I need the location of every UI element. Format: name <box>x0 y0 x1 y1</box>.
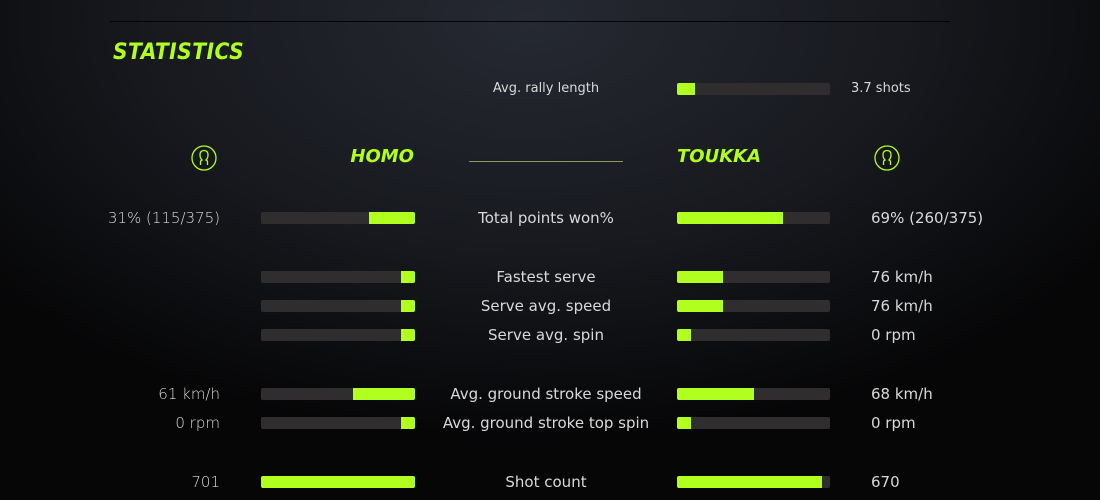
top-divider <box>110 21 950 22</box>
right-value: 68 km/h <box>871 385 933 403</box>
left-bar-fill <box>401 417 415 429</box>
player-left-name: HOMO <box>350 146 414 167</box>
user-icon <box>191 145 217 171</box>
left-bar <box>261 417 415 429</box>
stat-label: Fastest serve <box>496 268 596 286</box>
left-bar-fill <box>401 300 415 312</box>
right-bar <box>677 83 830 95</box>
right-bar-fill <box>677 300 723 312</box>
stat-label: Avg. ground stroke speed <box>450 385 642 403</box>
page-title: STATISTICS <box>113 40 245 65</box>
stat-row: 61 km/h Avg. ground stroke speed 68 km/h <box>0 384 1100 404</box>
right-bar <box>677 212 830 224</box>
right-value: 76 km/h <box>871 297 933 315</box>
stat-row: Serve avg. spin 0 rpm <box>0 325 1100 345</box>
right-value: 76 km/h <box>871 268 933 286</box>
left-value: 0 rpm <box>175 414 220 432</box>
right-bar-fill <box>677 83 696 95</box>
right-bar <box>677 388 830 400</box>
stat-label: Serve avg. speed <box>480 297 612 315</box>
stat-row: 701 Shot count 670 <box>0 472 1100 492</box>
stat-row: Serve avg. speed 76 km/h <box>0 296 1100 316</box>
right-bar <box>677 329 830 341</box>
header-divider <box>469 161 623 162</box>
user-icon <box>874 145 900 171</box>
right-bar-fill <box>677 271 723 283</box>
right-bar <box>677 271 830 283</box>
right-bar-fill <box>677 329 691 341</box>
stat-row: 0 rpm Avg. ground stroke top spin 0 rpm <box>0 413 1100 433</box>
right-bar-fill <box>677 388 754 400</box>
right-bar-fill <box>677 417 691 429</box>
left-value: 701 <box>191 473 220 491</box>
right-bar-fill <box>677 212 783 224</box>
right-value: 0 rpm <box>871 326 916 344</box>
stat-label: Avg. rally length <box>492 81 600 96</box>
right-value: 0 rpm <box>871 414 916 432</box>
left-bar <box>261 388 415 400</box>
left-bar-fill <box>261 476 415 488</box>
left-bar <box>261 300 415 312</box>
right-bar-fill <box>677 476 823 488</box>
stat-value: 3.7 shots <box>851 81 911 96</box>
right-bar <box>677 300 830 312</box>
left-bar-fill <box>353 388 415 400</box>
left-bar-fill <box>368 212 415 224</box>
stat-label: Serve avg. spin <box>488 326 604 344</box>
stat-label: Avg. ground stroke top spin <box>442 414 650 432</box>
stat-label: Total points won% <box>478 209 614 227</box>
stat-row-rally: Avg. rally length 3.7 shots <box>0 79 1100 99</box>
left-bar <box>261 329 415 341</box>
left-value: 61 km/h <box>158 385 220 403</box>
right-value: 670 <box>871 473 900 491</box>
right-bar <box>677 417 830 429</box>
right-value: 69% (260/375) <box>871 209 984 227</box>
left-bar <box>261 476 415 488</box>
stat-label: Shot count <box>505 473 587 491</box>
stat-row: 31% (115/375) Total points won% 69% (260… <box>0 208 1100 228</box>
left-bar-fill <box>401 271 415 283</box>
player-right-name: TOUKKA <box>677 146 762 167</box>
right-bar <box>677 476 830 488</box>
left-value: 31% (115/375) <box>107 209 220 227</box>
stat-row: Fastest serve 76 km/h <box>0 267 1100 287</box>
left-bar <box>261 212 415 224</box>
left-bar <box>261 271 415 283</box>
left-bar-fill <box>401 329 415 341</box>
